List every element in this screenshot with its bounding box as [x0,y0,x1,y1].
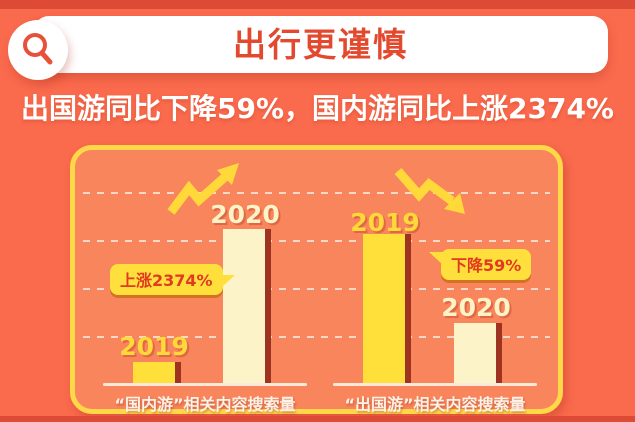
header-banner: 出行更谨慎 [33,16,608,73]
axis-baseline-outbound [333,383,537,386]
trend-down-arrow-icon [394,168,465,214]
bar-label-outbound-2019: 2019 [350,208,420,237]
magnifier-icon [23,33,53,65]
summary-statistic: 出国游同比下降59%，国内游同比上涨2374% [20,92,614,125]
page-title: 出行更谨慎 [233,25,408,64]
bar-label-domestic-2019: 2019 [119,332,189,361]
magnifier-badge [8,20,68,80]
bottom-edge-strip [0,416,635,422]
trend-up-arrow-icon [167,163,239,215]
bar-outbound-2019 [363,234,405,385]
bar-label-domestic-2020: 2020 [210,200,280,229]
gridline [83,240,550,242]
axis-label-domestic: “国内游”相关内容搜索量 [114,395,296,414]
bar-outbound-2020 [454,323,496,385]
chart-panel: 2019 2020 上涨2374% “国内游”相关内容搜索量 2019 2020… [70,145,563,414]
bar-domestic-2019 [133,362,175,385]
change-callout-domestic: 上涨2374% [110,264,235,295]
axis-baseline-domestic [103,383,307,386]
gridline [83,192,550,194]
bar-domestic-2020 [223,229,265,385]
axis-label-outbound: “出国游”相关内容搜索量 [344,395,526,414]
bar-label-outbound-2020: 2020 [441,293,511,322]
gridline [83,288,550,290]
change-callout-outbound: 下降59% [428,249,532,280]
gridline [83,336,550,338]
top-edge-strip [0,0,635,9]
